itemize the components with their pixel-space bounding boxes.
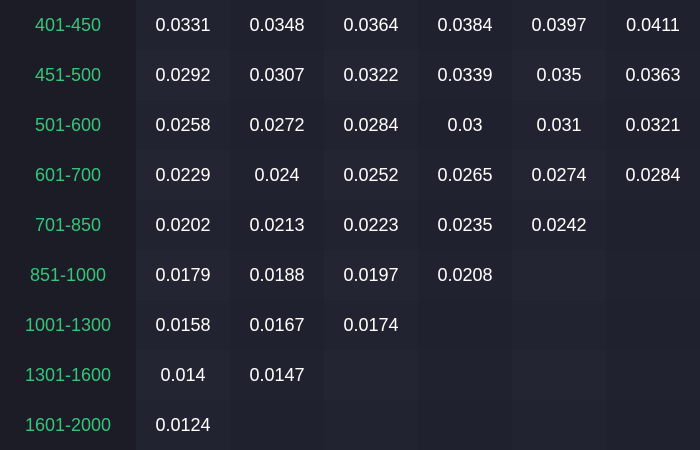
rate-cell: 0.0274 bbox=[512, 150, 606, 200]
rate-cell: 0.0213 bbox=[230, 200, 324, 250]
rate-cell: 0.0363 bbox=[606, 50, 700, 100]
rate-cell: 0.0265 bbox=[418, 150, 512, 200]
rate-cell: 0.0223 bbox=[324, 200, 418, 250]
rate-cell: 0.0167 bbox=[230, 300, 324, 350]
rate-cell: 0.0307 bbox=[230, 50, 324, 100]
rate-cell bbox=[512, 400, 606, 450]
rate-cell bbox=[230, 400, 324, 450]
rate-cell bbox=[606, 250, 700, 300]
rate-cell: 0.0179 bbox=[136, 250, 230, 300]
rate-cell: 0.014 bbox=[136, 350, 230, 400]
rate-cell: 0.0384 bbox=[418, 0, 512, 50]
rate-cell: 0.0322 bbox=[324, 50, 418, 100]
rate-cell bbox=[606, 400, 700, 450]
rate-cell: 0.024 bbox=[230, 150, 324, 200]
rate-cell: 0.0321 bbox=[606, 100, 700, 150]
rate-cell bbox=[324, 350, 418, 400]
rate-cell: 0.0284 bbox=[324, 100, 418, 150]
range-label: 601-700 bbox=[0, 150, 136, 200]
range-label: 1001-1300 bbox=[0, 300, 136, 350]
rate-cell: 0.0258 bbox=[136, 100, 230, 150]
rate-cell bbox=[418, 300, 512, 350]
range-label: 1601-2000 bbox=[0, 400, 136, 450]
rate-cell: 0.0242 bbox=[512, 200, 606, 250]
range-label: 451-500 bbox=[0, 50, 136, 100]
rate-cell: 0.0229 bbox=[136, 150, 230, 200]
rate-cell: 0.035 bbox=[512, 50, 606, 100]
rate-cell: 0.03 bbox=[418, 100, 512, 150]
rate-cell: 0.0208 bbox=[418, 250, 512, 300]
rate-cell: 0.0411 bbox=[606, 0, 700, 50]
rate-cell: 0.0364 bbox=[324, 0, 418, 50]
rate-cell bbox=[606, 300, 700, 350]
rate-cell: 0.0252 bbox=[324, 150, 418, 200]
rate-cell: 0.0272 bbox=[230, 100, 324, 150]
rate-cell bbox=[512, 350, 606, 400]
rate-cell: 0.0174 bbox=[324, 300, 418, 350]
rate-cell: 0.031 bbox=[512, 100, 606, 150]
rate-cell: 0.0284 bbox=[606, 150, 700, 200]
rate-cell: 0.0197 bbox=[324, 250, 418, 300]
range-label: 401-450 bbox=[0, 0, 136, 50]
rate-cell: 0.0147 bbox=[230, 350, 324, 400]
range-label: 1301-1600 bbox=[0, 350, 136, 400]
rate-cell: 0.0339 bbox=[418, 50, 512, 100]
rate-cell bbox=[606, 200, 700, 250]
rate-cell bbox=[418, 350, 512, 400]
rate-cell: 0.0292 bbox=[136, 50, 230, 100]
rate-cell bbox=[418, 400, 512, 450]
range-label: 851-1000 bbox=[0, 250, 136, 300]
rate-cell bbox=[512, 250, 606, 300]
range-label: 501-600 bbox=[0, 100, 136, 150]
rate-cell: 0.0158 bbox=[136, 300, 230, 350]
rate-cell: 0.0397 bbox=[512, 0, 606, 50]
rate-cell bbox=[324, 400, 418, 450]
rate-cell: 0.0188 bbox=[230, 250, 324, 300]
range-label: 701-850 bbox=[0, 200, 136, 250]
rate-cell: 0.0331 bbox=[136, 0, 230, 50]
rate-cell: 0.0348 bbox=[230, 0, 324, 50]
rate-cell bbox=[606, 350, 700, 400]
rate-cell bbox=[512, 300, 606, 350]
rate-cell: 0.0124 bbox=[136, 400, 230, 450]
rate-cell: 0.0202 bbox=[136, 200, 230, 250]
rate-cell: 0.0235 bbox=[418, 200, 512, 250]
